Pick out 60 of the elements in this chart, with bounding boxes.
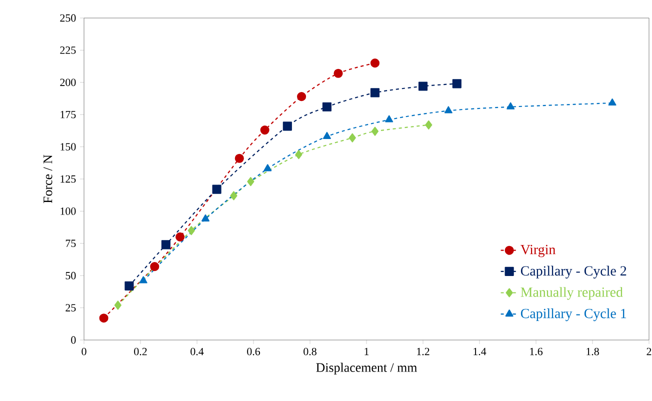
- point: [260, 126, 270, 135]
- point: [99, 314, 108, 323]
- y-tick-label: 250: [60, 14, 76, 22]
- point: [452, 79, 462, 88]
- legend-label: Manually repaired: [520, 287, 623, 300]
- point: [212, 184, 222, 194]
- point: [282, 122, 292, 131]
- point: [264, 164, 272, 172]
- x-tick-label: 0.4: [190, 348, 204, 356]
- point: [247, 177, 254, 186]
- point: [348, 133, 356, 142]
- point: [297, 92, 306, 102]
- point: [425, 120, 432, 130]
- point: [230, 191, 238, 200]
- point: [124, 281, 134, 290]
- point: [370, 88, 380, 98]
- point: [139, 276, 148, 284]
- point: [444, 106, 452, 114]
- point: [188, 226, 195, 236]
- point: [334, 68, 343, 78]
- y-tick-label: 0: [71, 336, 76, 344]
- y-tick-label: 150: [60, 143, 76, 150]
- legend-label: Capillary - Cycle 1: [520, 308, 626, 322]
- point: [114, 300, 122, 310]
- y-tick-label: 200: [60, 78, 76, 86]
- point: [418, 82, 428, 91]
- point: [608, 98, 616, 106]
- y-axis-title: Force / N: [44, 154, 52, 204]
- x-tick-label: 2: [646, 348, 652, 356]
- point: [322, 102, 332, 112]
- y-tick-label: 225: [60, 46, 76, 54]
- y-tick-label: 100: [60, 208, 76, 215]
- point: [150, 262, 160, 272]
- point: [234, 154, 244, 163]
- x-tick-label: 0.2: [134, 348, 147, 356]
- legend-label: Capillary - Cycle 2: [520, 266, 626, 278]
- x-tick-label: 0.8: [304, 348, 316, 356]
- x-axis-title: Displacement / mm: [316, 362, 418, 375]
- x-tick-label: 1.6: [530, 348, 543, 356]
- legend-label: Virgin: [520, 244, 556, 258]
- point: [161, 240, 170, 250]
- x-tick-label: 1.4: [474, 348, 486, 356]
- point: [201, 214, 210, 222]
- point: [385, 115, 394, 122]
- x-tick-label: 0.6: [247, 348, 260, 356]
- x-tick-label: 1: [364, 348, 369, 356]
- x-tick-label: 1.2: [417, 348, 430, 356]
- point: [295, 150, 302, 160]
- point: [506, 102, 515, 110]
- x-tick-label: 1.8: [586, 348, 599, 356]
- point: [370, 58, 380, 68]
- y-tick-label: 25: [66, 304, 76, 312]
- y-tick-label: 75: [66, 240, 76, 248]
- y-tick-label: 50: [66, 272, 76, 280]
- point: [371, 126, 379, 136]
- x-tick-label: 0: [82, 348, 86, 356]
- y-tick-label: 125: [60, 175, 76, 183]
- point: [176, 232, 185, 242]
- point: [322, 132, 331, 140]
- y-tick-label: 175: [60, 110, 76, 118]
